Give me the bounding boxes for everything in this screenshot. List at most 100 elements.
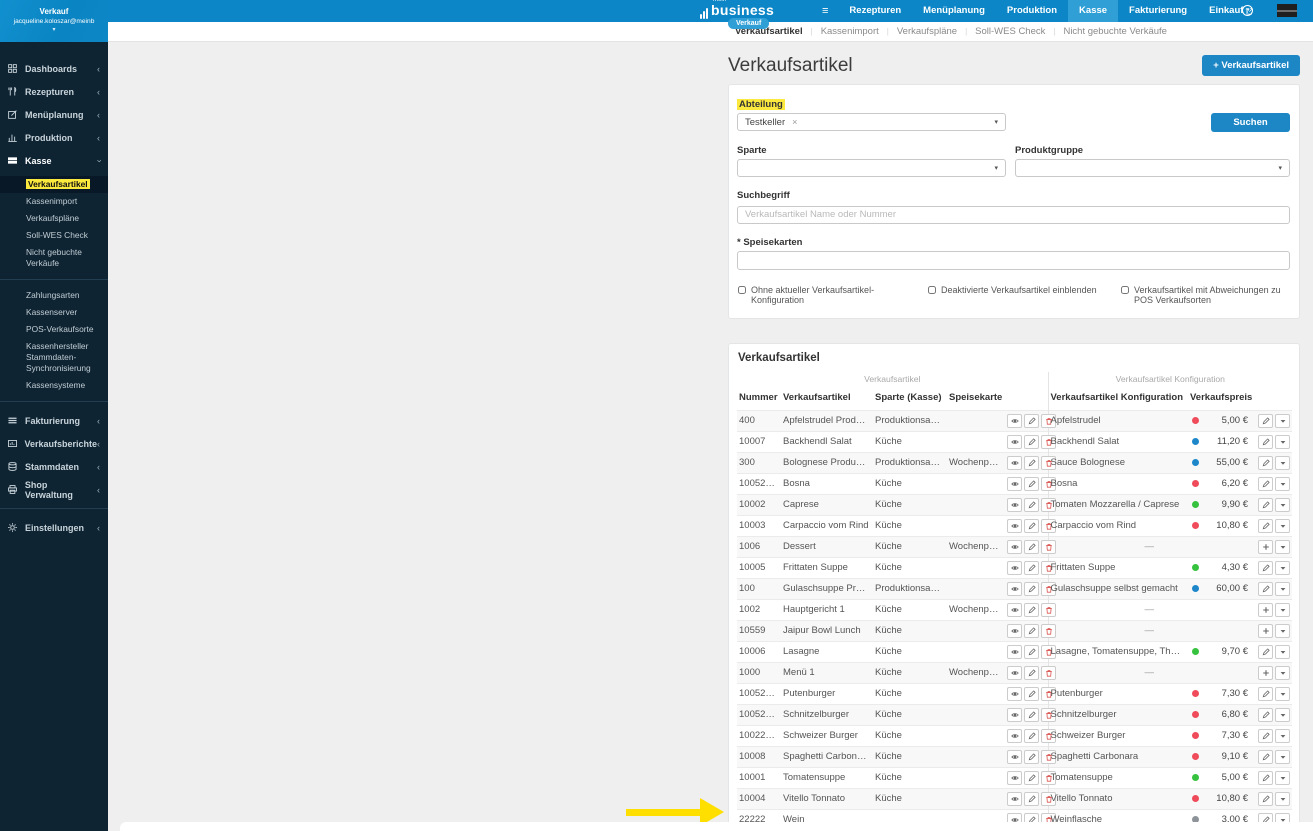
config-dropdown-button[interactable] [1275,497,1291,512]
edit-button[interactable] [1024,707,1039,722]
sidebar-item-kassenserver[interactable]: Kassenserver [26,307,78,317]
view-button[interactable] [1007,665,1022,680]
config-dropdown-button[interactable] [1275,476,1291,491]
view-button[interactable] [1007,686,1022,701]
config-dropdown-button[interactable] [1275,665,1291,680]
suchen-button[interactable]: Suchen [1211,113,1290,132]
tab-kassenimport[interactable]: Kassenimport [820,26,879,37]
config-dropdown-button[interactable] [1275,434,1291,449]
edit-config-button[interactable] [1258,560,1274,575]
sidebar-item-kasse[interactable]: Kasse ‹ [0,149,108,172]
sidebar-item-soll-wes-check[interactable]: Soll-WES Check [26,230,88,240]
checkbox-input[interactable] [928,285,936,294]
sparte-select[interactable]: ▾ [737,159,1006,177]
config-dropdown-button[interactable] [1275,791,1291,806]
add-config-button[interactable] [1258,539,1274,554]
sidebar-item-nicht-gebuchte-verkäufe[interactable]: Nicht gebuchte Verkäufe [26,247,82,268]
delete-button[interactable] [1041,602,1056,617]
sidebar-item-verkaufsartikel[interactable]: Verkaufsartikel [0,176,108,193]
edit-config-button[interactable] [1258,518,1274,533]
edit-button[interactable] [1024,434,1039,449]
sidebar-item-kassenhersteller-stammdaten-[interactable]: Kassenhersteller Stammdaten- Synchronisi… [26,341,91,373]
edit-config-button[interactable] [1258,728,1274,743]
edit-button[interactable] [1024,518,1039,533]
tab-nicht-gebuchte-verk-ufe[interactable]: Nicht gebuchte Verkäufe [1063,26,1167,37]
config-dropdown-button[interactable] [1275,560,1291,575]
view-button[interactable] [1007,476,1022,491]
edit-config-button[interactable] [1258,581,1274,596]
sidebar-item-kassensysteme[interactable]: Kassensysteme [26,380,86,390]
language-flag-icon[interactable] [1277,4,1297,17]
produktgruppe-select[interactable]: ▾ [1015,159,1290,177]
add-verkaufsartikel-button[interactable]: + Verkaufsartikel [1202,55,1300,76]
config-dropdown-button[interactable] [1275,581,1291,596]
edit-button[interactable] [1024,497,1039,512]
nav-produktion[interactable]: Produktion [1006,5,1058,16]
suchbegriff-input[interactable] [737,205,1290,224]
config-dropdown-button[interactable] [1275,602,1291,617]
config-dropdown-button[interactable] [1275,644,1291,659]
config-dropdown-button[interactable] [1275,749,1291,764]
hamburger-icon[interactable]: ≡ [822,5,829,17]
edit-button[interactable] [1024,770,1039,785]
delete-button[interactable] [1041,623,1056,638]
config-dropdown-button[interactable] [1275,455,1291,470]
edit-button[interactable] [1024,665,1039,680]
view-button[interactable] [1007,791,1022,806]
sidebar-item-verkaufsberichte[interactable]: Verkaufsberichte ‹ [0,432,108,455]
add-config-button[interactable] [1258,623,1274,638]
edit-config-button[interactable] [1258,770,1274,785]
add-config-button[interactable] [1258,665,1274,680]
nav-kasse[interactable]: Kasse [1068,0,1119,22]
edit-config-button[interactable] [1258,749,1274,764]
config-dropdown-button[interactable] [1275,707,1291,722]
nav-fakturierung[interactable]: Fakturierung [1129,5,1188,16]
abteilung-select[interactable]: Testkeller × ▾ [737,113,1006,131]
edit-button[interactable] [1024,749,1039,764]
view-button[interactable] [1007,581,1022,596]
view-button[interactable] [1007,560,1022,575]
edit-button[interactable] [1024,644,1039,659]
sidebar-item-zahlungsarten[interactable]: Zahlungsarten [26,290,80,300]
edit-button[interactable] [1024,686,1039,701]
view-button[interactable] [1007,749,1022,764]
edit-config-button[interactable] [1258,455,1274,470]
view-button[interactable] [1007,518,1022,533]
view-button[interactable] [1007,497,1022,512]
help-icon[interactable]: ? [1242,5,1253,16]
remove-selection-icon[interactable]: × [792,117,798,127]
edit-config-button[interactable] [1258,707,1274,722]
edit-config-button[interactable] [1258,434,1274,449]
edit-config-button[interactable] [1258,791,1274,806]
user-panel[interactable]: Verkauf jacqueline.koloszar@meinb ▾ [0,0,108,42]
sidebar-item-shop-verwaltung[interactable]: Shop Verwaltung ‹ [0,478,108,501]
delete-button[interactable] [1041,539,1056,554]
view-button[interactable] [1007,623,1022,638]
config-dropdown-button[interactable] [1275,623,1291,638]
brand-logo[interactable]: mein business Verkauf [700,0,774,29]
edit-button[interactable] [1024,791,1039,806]
config-dropdown-button[interactable] [1275,539,1291,554]
sidebar-item-produktion[interactable]: Produktion ‹ [0,126,108,149]
checkbox-input[interactable] [738,285,746,294]
edit-button[interactable] [1024,539,1039,554]
add-config-button[interactable] [1258,602,1274,617]
sidebar-item-dashboards[interactable]: Dashboards ‹ [0,57,108,80]
config-dropdown-button[interactable] [1275,413,1291,428]
edit-button[interactable] [1024,623,1039,638]
view-button[interactable] [1007,413,1022,428]
config-dropdown-button[interactable] [1275,770,1291,785]
edit-config-button[interactable] [1258,413,1274,428]
delete-button[interactable] [1041,665,1056,680]
speisekarten-select[interactable] [737,250,1290,270]
edit-button[interactable] [1024,602,1039,617]
view-button[interactable] [1007,602,1022,617]
edit-button[interactable] [1024,455,1039,470]
view-button[interactable] [1007,455,1022,470]
edit-config-button[interactable] [1258,497,1274,512]
config-dropdown-button[interactable] [1275,728,1291,743]
view-button[interactable] [1007,728,1022,743]
edit-config-button[interactable] [1258,644,1274,659]
view-button[interactable] [1007,707,1022,722]
view-button[interactable] [1007,770,1022,785]
